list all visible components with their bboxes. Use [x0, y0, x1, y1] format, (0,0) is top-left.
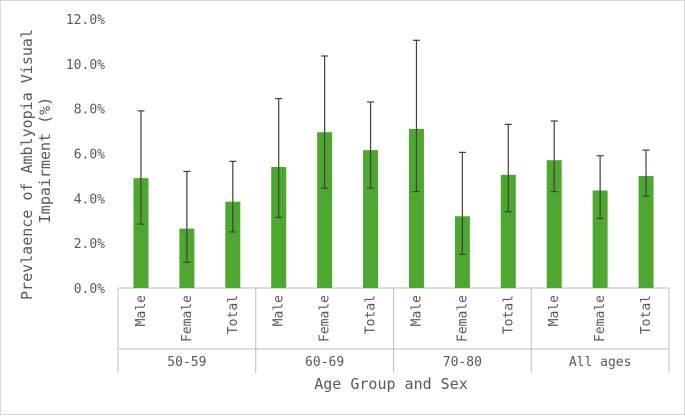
bar: [133, 178, 149, 288]
y-tick-label: 10.0%: [66, 58, 105, 73]
x-group-label: All ages: [569, 355, 632, 370]
x-category-label: Male: [547, 295, 562, 326]
y-tick-label: 12.0%: [66, 13, 105, 28]
x-axis-label: Age Group and Sex: [314, 375, 468, 393]
x-group-label: 50-59: [167, 355, 206, 370]
bar: [592, 190, 608, 288]
x-category-label: Total: [501, 295, 516, 334]
x-category-label: Total: [639, 295, 654, 334]
y-axis-label-line-2: Impairment (%): [36, 97, 54, 223]
x-category-label: Total: [226, 295, 241, 334]
bar: [408, 128, 424, 288]
y-tick-label: 2.0%: [74, 237, 105, 252]
bar: [546, 160, 562, 288]
bar: [638, 175, 654, 288]
x-category-label: Female: [455, 295, 470, 342]
bar: [363, 150, 379, 288]
y-axis-label: Prevlaence of Amblyopia Visual Impairmen…: [18, 20, 54, 300]
x-category-label: Female: [180, 295, 195, 342]
x-category-label: Male: [134, 295, 149, 326]
bar: [225, 201, 241, 288]
x-category-label: Female: [318, 295, 333, 342]
bar: [500, 174, 516, 288]
plot-area: 0.0% 2.0% 4.0% 6.0% 8.0% 10.0% 12.0% Male Female…: [66, 13, 670, 373]
x-category-label: Male: [409, 295, 424, 326]
x-group-label: 70-80: [443, 355, 482, 370]
y-tick-label: 8.0%: [74, 103, 105, 118]
x-category-label: Male: [272, 295, 287, 326]
y-tick-label: 6.0%: [74, 148, 105, 163]
bar: [317, 132, 333, 288]
y-axis-label-line-1: Prevlaence of Amblyopia Visual: [18, 29, 36, 300]
x-category-label: Female: [593, 295, 608, 342]
x-category-label: Total: [364, 295, 379, 334]
y-tick-label: 0.0%: [74, 282, 105, 297]
bar: [271, 166, 287, 288]
y-tick-label: 4.0%: [74, 192, 105, 207]
x-group-label: 60-69: [305, 355, 344, 370]
